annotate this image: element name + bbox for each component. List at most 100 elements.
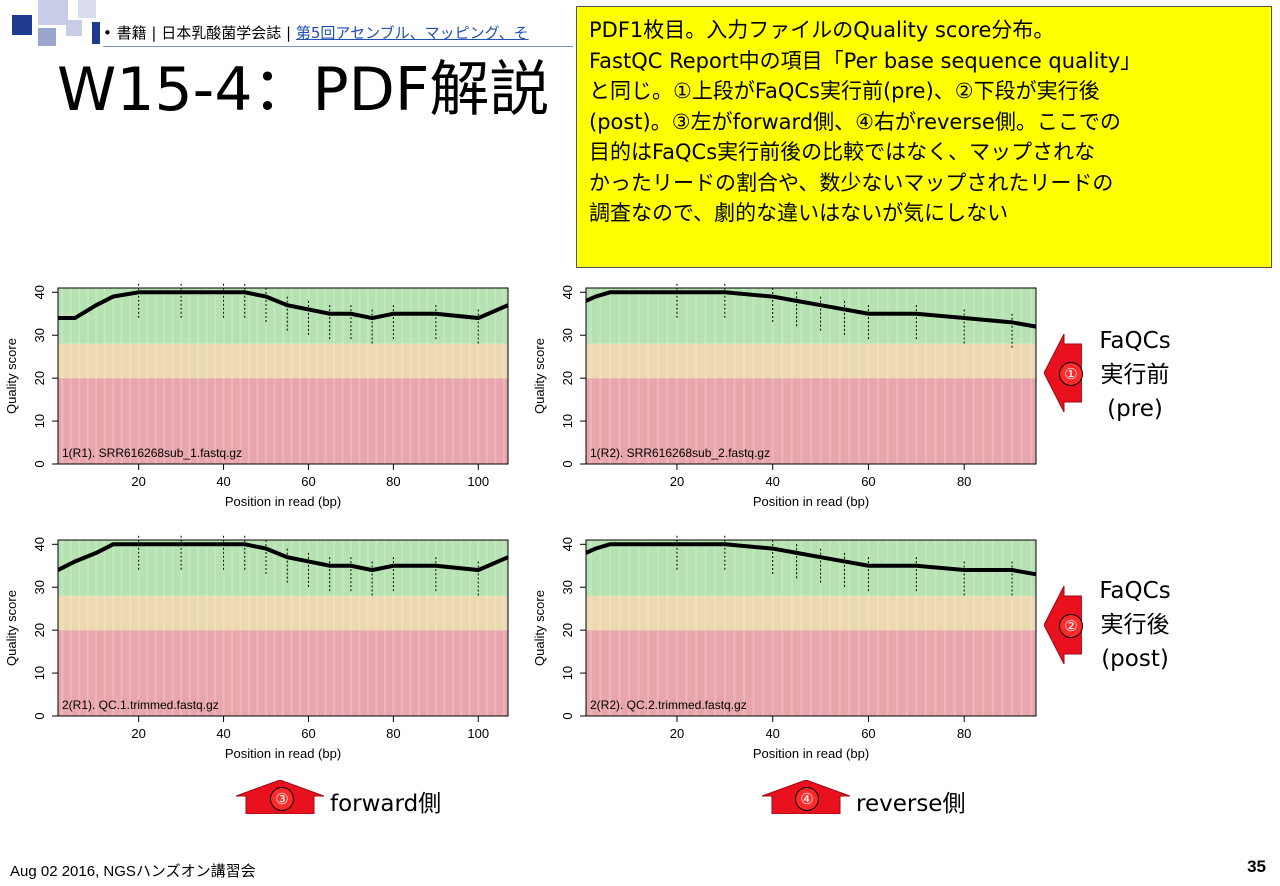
band-orange <box>586 595 1036 631</box>
quality-plot-post-forward: 0 10 20 30 40 20 40 60 80 100 Position in read (bp… <box>4 535 509 761</box>
side-label-pre: FaQCs 実行前 (pre) <box>1070 324 1200 426</box>
badge-2: ② <box>1059 614 1083 638</box>
x-tick-label: 60 <box>861 474 875 489</box>
x-tick-label: 40 <box>765 726 779 741</box>
note-line: (post)。③左がforward側、④右がreverse側。ここでの <box>589 109 1121 134</box>
note-line: PDF1枚目。入力ファイルのQuality score分布。 <box>589 18 1055 42</box>
y-tick-label: 20 <box>32 623 47 637</box>
file-label: 2(R2). QC.2.trimmed.fastq.gz <box>590 698 747 712</box>
x-tick-label: 100 <box>467 474 489 489</box>
file-label: 2(R1). QC.1.trimmed.fastq.gz <box>62 698 219 712</box>
whiskers <box>138 535 479 596</box>
quality-plot-post-reverse: 0 10 20 30 40 20 40 60 80 Position in read (bp) Qu… <box>532 535 1037 761</box>
median-line <box>58 290 509 321</box>
quality-plot-pre-forward: 0 10 20 30 40 20 40 60 80 100 Position in read (bp… <box>4 283 509 509</box>
band-orange <box>58 595 508 631</box>
breadcrumb-text: 書籍 | 日本乳酸菌学会誌 | <box>116 24 296 42</box>
y-tick-label: 30 <box>560 580 575 594</box>
x-axis-label: Position in read (bp) <box>225 746 341 761</box>
quality-plot-pre-reverse: 0 10 20 30 40 20 40 60 80 Position in read (bp) Qu… <box>532 283 1037 509</box>
y-tick-label: 0 <box>560 712 575 719</box>
badge-1: ① <box>1059 362 1083 386</box>
y-tick-label: 0 <box>32 712 47 719</box>
note-line: 目的はFaQCs実行前後の比較ではなく、マップされな <box>589 140 1096 164</box>
y-tick-label: 0 <box>32 460 47 467</box>
band-green <box>58 540 508 596</box>
y-axis-label: Quality score <box>4 590 19 666</box>
note-line: と同じ。①上段がFaQCs実行前(pre)、②下段が実行後 <box>589 79 1100 103</box>
y-tick-label: 40 <box>560 285 575 299</box>
x-tick-label: 60 <box>861 726 875 741</box>
breadcrumb-bullet: • <box>103 24 112 42</box>
decor-square-3 <box>38 28 56 46</box>
breadcrumb-link[interactable]: 第5回アセンブル、マッピング、そ <box>295 24 529 42</box>
x-tick-label: 20 <box>131 726 145 741</box>
x-axis-label: Position in read (bp) <box>225 494 341 509</box>
stripes <box>61 288 505 464</box>
x-tick-label: 100 <box>467 726 489 741</box>
note-line: FastQC Report中の項目「Per base sequence qual… <box>589 48 1142 73</box>
x-axis-label: Position in read (bp) <box>753 746 869 761</box>
x-tick-label: 40 <box>765 474 779 489</box>
reverse-label: reverse側 <box>856 791 966 817</box>
side-label-line: 実行後 <box>1100 612 1170 638</box>
stripes <box>61 540 505 716</box>
x-tick-label: 40 <box>216 726 230 741</box>
band-orange <box>586 343 1036 379</box>
band-green <box>58 288 508 344</box>
y-tick-label: 10 <box>32 666 47 680</box>
decor-square-1 <box>12 15 32 35</box>
explanation-note: PDF1枚目。入力ファイルのQuality score分布。 FastQC Re… <box>576 6 1272 268</box>
note-line: 調査なので、劇的な違いはないが気にしない <box>589 201 1009 225</box>
x-tick-label: 80 <box>957 726 971 741</box>
band-red <box>58 378 508 464</box>
band-red <box>586 378 1036 464</box>
x-axis-label: Position in read (bp) <box>753 494 869 509</box>
forward-label: forward側 <box>330 791 442 817</box>
y-tick-label: 30 <box>32 328 47 342</box>
plot-frame <box>57 539 509 717</box>
page-number: 35 <box>1247 857 1266 876</box>
y-axis-label: Quality score <box>4 338 19 414</box>
x-tick-label: 60 <box>301 474 315 489</box>
x-tick-label: 20 <box>670 474 684 489</box>
y-tick-label: 0 <box>560 460 575 467</box>
plot-frame <box>585 539 1037 717</box>
whiskers <box>138 283 479 344</box>
breadcrumb: • 書籍 | 日本乳酸菌学会誌 | 第5回アセンブル、マッピング、そ <box>103 20 573 47</box>
band-red <box>586 630 1036 716</box>
file-label: 1(R1). SRR616268sub_1.fastq.gz <box>62 446 242 460</box>
y-tick-label: 10 <box>560 414 575 428</box>
x-tick-label: 40 <box>216 474 230 489</box>
y-tick-label: 10 <box>560 666 575 680</box>
y-tick-label: 10 <box>32 414 47 428</box>
x-tick-label: 80 <box>386 726 400 741</box>
badge-4: ④ <box>795 787 819 811</box>
band-orange <box>58 343 508 379</box>
y-tick-label: 20 <box>560 371 575 385</box>
x-tick-label: 20 <box>131 474 145 489</box>
side-label-line: FaQCs <box>1099 328 1171 354</box>
y-tick-label: 30 <box>32 580 47 594</box>
y-tick-label: 30 <box>560 328 575 342</box>
x-tick-label: 80 <box>386 474 400 489</box>
x-tick-label: 60 <box>301 726 315 741</box>
y-tick-label: 20 <box>32 371 47 385</box>
decor-square-2 <box>38 0 68 25</box>
whiskers <box>676 283 1013 349</box>
whiskers <box>676 535 1013 596</box>
badge-3: ③ <box>270 787 294 811</box>
side-label-line: (post) <box>1101 646 1169 672</box>
footer-text: Aug 02 2016, NGSハンズオン講習会 <box>10 863 256 880</box>
stripes <box>589 540 1033 716</box>
y-tick-label: 40 <box>32 537 47 551</box>
y-tick-label: 40 <box>560 537 575 551</box>
x-tick-label: 80 <box>957 474 971 489</box>
band-red <box>58 630 508 716</box>
plot-frame <box>57 287 509 465</box>
median-line <box>57 542 509 573</box>
y-axis-label: Quality score <box>532 338 547 414</box>
side-label-post: FaQCs 実行後 (post) <box>1070 574 1200 676</box>
y-tick-label: 20 <box>560 623 575 637</box>
side-label-line: 実行前 <box>1100 362 1170 388</box>
